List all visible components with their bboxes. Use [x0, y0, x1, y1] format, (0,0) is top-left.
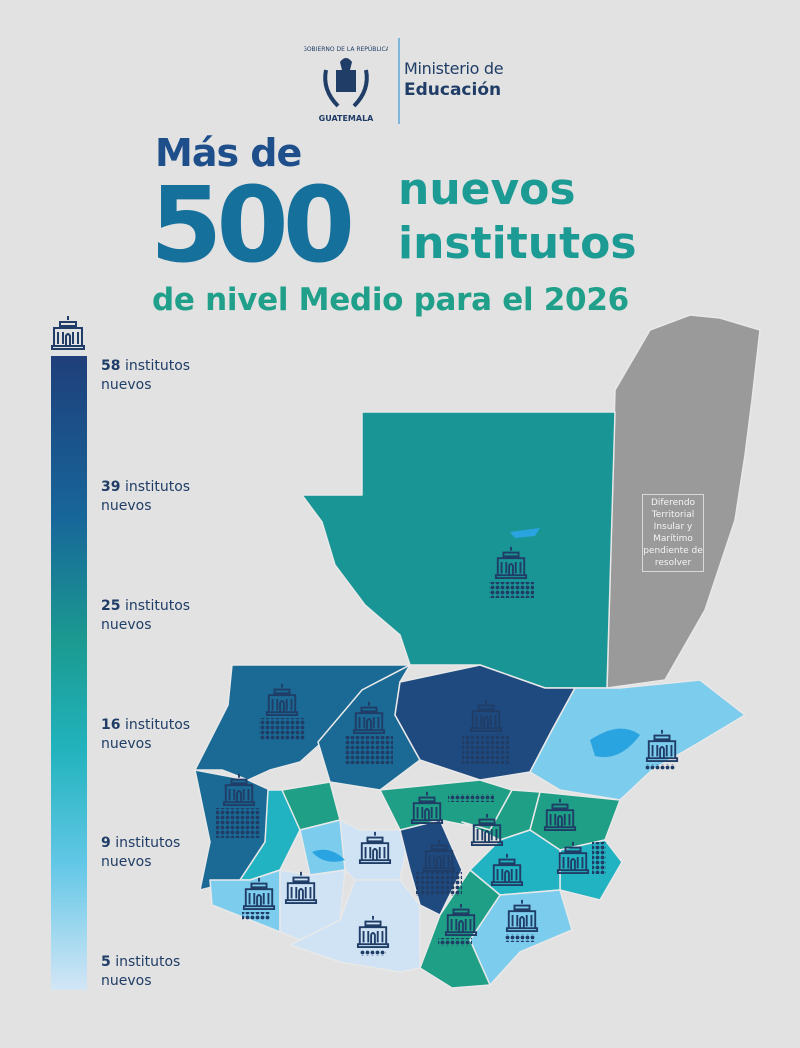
legend-item: 16 institutos nuevos — [101, 717, 191, 752]
svg-text:GUATEMALA: GUATEMALA — [319, 114, 375, 123]
svg-text:GOBIERNO DE LA REPÚBLICA: GOBIERNO DE LA REPÚBLICA — [304, 46, 388, 53]
lake-izabal — [590, 728, 640, 758]
ministry-name-line1: Ministerio de — [404, 59, 504, 78]
institute-dots — [259, 718, 305, 740]
institute-dots — [645, 764, 675, 770]
logo-divider — [398, 38, 400, 124]
institute-markers — [216, 545, 679, 956]
belize-region — [606, 314, 761, 689]
lake-atitlan — [312, 849, 345, 862]
institute-dots — [345, 736, 393, 764]
legend-color-scale — [51, 356, 87, 990]
institute-dots — [438, 938, 472, 946]
institute-dots — [360, 950, 386, 956]
title-nuevos: nuevos — [398, 164, 576, 215]
territorial-dispute-note: Diferendo Territorial Insular y Marítimo… — [642, 494, 704, 572]
legend-item: 5 institutos nuevos — [101, 954, 181, 989]
title-number: 500 — [150, 164, 355, 286]
legend-item: 39 institutos nuevos — [101, 479, 191, 514]
department-peten — [301, 411, 616, 689]
institute-dots — [592, 842, 606, 874]
title-subtitle: de nivel Medio para el 2026 — [152, 282, 629, 318]
institute-dots — [462, 734, 510, 764]
institute-dots — [242, 912, 270, 920]
title-institutos: institutos — [398, 218, 637, 269]
legend-item: 9 institutos nuevos — [101, 835, 181, 870]
ministry-name-line2: Educación — [404, 80, 502, 100]
ministry-logo: GOBIERNO DE LA REPÚBLICA GUATEMALA Minis… — [300, 38, 530, 128]
guatemala-seal-icon: GOBIERNO DE LA REPÚBLICA GUATEMALA — [304, 46, 388, 123]
legend-item: 25 institutos nuevos — [101, 598, 191, 633]
legend-item: 58 institutos nuevos — [101, 358, 191, 393]
institute-dots — [448, 794, 494, 802]
institute-dots — [216, 808, 260, 838]
institute-dots — [416, 872, 462, 896]
title-prefix: Más de — [155, 131, 302, 175]
institute-dots — [505, 934, 535, 942]
lake-peten-itza — [510, 528, 540, 538]
institute-dots — [489, 582, 534, 598]
